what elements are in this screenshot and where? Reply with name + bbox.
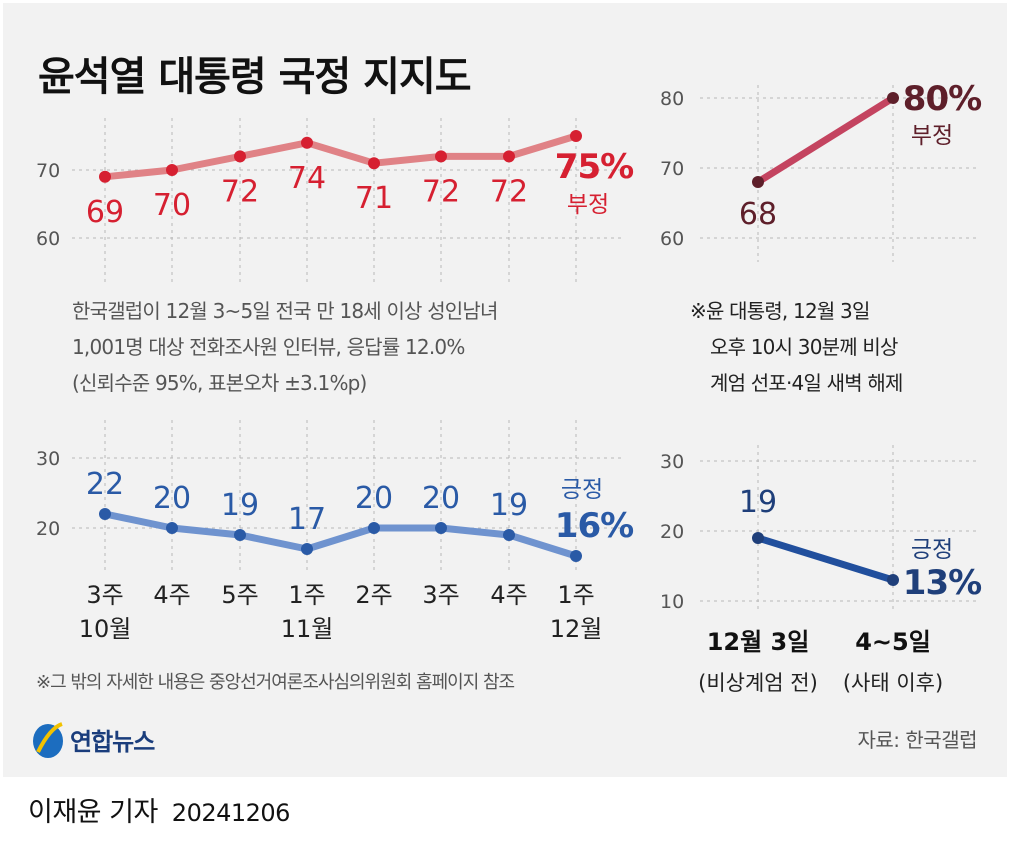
- negative-data-label: 70: [153, 188, 191, 223]
- survey-note-line-3: (신뢰수준 95%, 표본오차 ±3.1%p): [72, 371, 367, 395]
- right-positive-point: [887, 574, 899, 586]
- right-x-tick-label: 12월 3일: [707, 628, 810, 656]
- negative-point: [301, 136, 313, 149]
- positive-point: [301, 543, 313, 555]
- positive-series-line: [101, 510, 580, 560]
- positive-data-label: 20: [355, 481, 393, 516]
- negative-point: [570, 130, 582, 142]
- positive-data-label: 20: [153, 481, 191, 516]
- positive-series-name: 긍정: [561, 477, 603, 503]
- right-negative-series-line: [754, 94, 897, 186]
- lower-ytick-label: 30: [36, 448, 60, 470]
- negative-data-label: 72: [221, 174, 259, 209]
- x-tick-label: 2주: [355, 581, 392, 609]
- right-x-tick-label: 4~5일: [855, 628, 931, 656]
- negative-data-label: 69: [86, 195, 124, 230]
- positive-data-label: 20: [422, 481, 460, 516]
- right-x-tick-sublabel: (사태 이후): [843, 671, 943, 695]
- positive-data-label: 19: [490, 488, 528, 523]
- right-positive-point: [752, 532, 764, 544]
- right-positive-series-line: [754, 534, 897, 584]
- negative-series-line: [101, 132, 580, 181]
- x-tick-month-label: 12월: [550, 615, 603, 643]
- right-upper-ytick-label: 70: [660, 158, 684, 180]
- x-tick-label: 1주: [557, 581, 594, 609]
- right-x-tick-sublabel: (비상계엄 전): [698, 671, 818, 695]
- positive-data-label: 17: [288, 502, 326, 537]
- x-tick-label: 3주: [422, 581, 459, 609]
- x-tick-label: 4주: [153, 581, 190, 609]
- positive-point: [435, 522, 447, 534]
- positive-point: [234, 529, 246, 541]
- right-positive-latest-label: 13%: [903, 563, 981, 603]
- upper-ytick-label: 60: [36, 228, 60, 250]
- positive-point: [570, 550, 582, 562]
- source-label: 자료: 한국갤럽: [858, 728, 978, 752]
- yonhap-logo-swoosh: [36, 722, 63, 753]
- negative-point: [503, 150, 515, 163]
- byline: 이재윤 기자 20241206: [28, 790, 290, 829]
- negative-data-label: 74: [288, 161, 326, 196]
- right-upper-ytick-label: 80: [660, 88, 684, 110]
- negative-series-name: 부정: [567, 192, 609, 218]
- x-tick-label: 5주: [221, 581, 258, 609]
- positive-point: [503, 529, 515, 541]
- positive-latest-label: 16%: [555, 506, 633, 546]
- martial-note-line-1: ※윤 대통령, 12월 3일: [690, 299, 870, 323]
- right-lower-ytick-label: 30: [660, 451, 684, 473]
- positive-data-label: 22: [86, 467, 124, 502]
- negative-data-label: 71: [355, 181, 393, 216]
- negative-point: [99, 170, 111, 183]
- negative-latest-label: 75%: [555, 147, 633, 187]
- positive-data-label: 19: [221, 488, 259, 523]
- negative-point: [234, 150, 246, 163]
- x-tick-month-label: 11월: [281, 615, 334, 643]
- negative-data-label: 72: [422, 174, 460, 209]
- right-negative-point: [752, 176, 764, 188]
- negative-point: [435, 150, 447, 163]
- logo-text: 연합뉴스: [70, 728, 155, 756]
- x-tick-label: 1주: [288, 581, 325, 609]
- right-positive-series-name: 긍정: [911, 537, 953, 563]
- right-positive-data-label: 19: [739, 485, 777, 520]
- positive-point: [166, 522, 178, 534]
- survey-note-line-2: 1,001명 대상 전화조사원 인터뷰, 응답률 12.0%: [72, 335, 465, 359]
- x-tick-month-label: 10월: [79, 615, 132, 643]
- right-upper-ytick-label: 60: [660, 228, 684, 250]
- byline-date: 20241206: [171, 799, 291, 827]
- right-negative-latest-label: 80%: [903, 79, 981, 119]
- yonhap-logo-emblem: [33, 724, 63, 758]
- negative-point: [368, 157, 380, 170]
- survey-note-line-1: 한국갤럽이 12월 3~5일 전국 만 18세 이상 성인남녀: [72, 299, 498, 323]
- right-lower-ytick-label: 10: [660, 591, 684, 613]
- x-tick-label: 4주: [490, 581, 527, 609]
- martial-note-line-2: 오후 10시 30분께 비상: [710, 335, 898, 359]
- right-negative-series-name: 부정: [911, 123, 953, 149]
- footnote: ※그 밖의 자세한 내용은 중앙선거여론조사심의위원회 홈페이지 참조: [36, 672, 515, 693]
- x-tick-label: 3주: [86, 581, 123, 609]
- positive-point: [368, 522, 380, 534]
- byline-author: 이재윤 기자: [28, 797, 158, 828]
- chart-title: 윤석열 대통령 국정 지지도: [38, 54, 471, 100]
- right-negative-point: [887, 92, 899, 104]
- martial-note-line-3: 계엄 선포·4일 새벽 해제: [710, 371, 903, 395]
- negative-data-label: 72: [490, 174, 528, 209]
- lower-ytick-label: 20: [36, 518, 60, 540]
- right-lower-ytick-label: 20: [660, 521, 684, 543]
- charts-group: 60 70 69 70 72 74 71 72 72 75% 부정 20 30 22 20 19 17 20 20 1…: [36, 79, 982, 695]
- yonhap-logo: 연합뉴스: [33, 722, 156, 758]
- upper-ytick-label: 70: [36, 160, 60, 182]
- negative-point: [166, 164, 178, 176]
- right-negative-data-label: 68: [739, 197, 777, 232]
- positive-point: [99, 508, 111, 520]
